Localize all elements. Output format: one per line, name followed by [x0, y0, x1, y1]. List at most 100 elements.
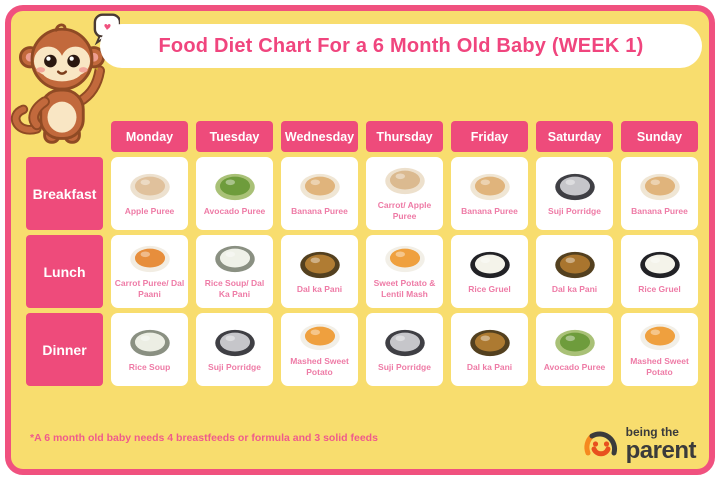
- meal-cell-breakfast-friday: Banana Puree: [451, 157, 528, 230]
- monkey-mascot-illustration: ♥: [10, 13, 120, 144]
- monkey-hair-tuft: [54, 23, 67, 32]
- meal-label: Dal ka Pani: [551, 283, 598, 294]
- day-header-thursday: Thursday: [366, 121, 443, 152]
- row-label-lunch: Lunch: [26, 235, 103, 308]
- day-header-tuesday: Tuesday: [196, 121, 273, 152]
- food-bowl-icon: [639, 251, 680, 278]
- monkey-blush: [36, 67, 46, 73]
- food-bowl-icon: [299, 324, 340, 351]
- being-the-parent-smiley-icon: [584, 431, 617, 457]
- food-bowl-icon: [554, 329, 595, 356]
- meal-label: Sweet Potato & Lentil Mash: [373, 278, 436, 299]
- food-bowl-icon: [469, 173, 510, 200]
- food-bowl-icon: [129, 246, 170, 273]
- food-bowl-icon: [384, 168, 425, 195]
- day-header-saturday: Saturday: [536, 121, 613, 152]
- food-bowl-icon: [469, 329, 510, 356]
- food-bowl-icon: [129, 329, 170, 356]
- meal-cell-lunch-monday: Carrot Puree/ Dal Paani: [111, 235, 188, 308]
- food-bowl-icon: [554, 251, 595, 278]
- meal-cell-dinner-friday: Dal ka Pani: [451, 313, 528, 386]
- meal-label: Banana Puree: [291, 205, 348, 216]
- logo-line-2: parent: [625, 436, 697, 464]
- meal-cell-breakfast-monday: Apple Puree: [111, 157, 188, 230]
- meal-cell-dinner-monday: Rice Soup: [111, 313, 188, 386]
- day-header-friday: Friday: [451, 121, 528, 152]
- meal-label: Dal ka Pani: [466, 361, 513, 372]
- meal-cell-breakfast-wednesday: Banana Puree: [281, 157, 358, 230]
- food-bowl-icon: [554, 173, 595, 200]
- monkey-eye: [44, 54, 57, 68]
- brand-logo: being the parent: [581, 424, 697, 464]
- food-bowl-icon: [299, 173, 340, 200]
- meal-label: Carrot/ Apple Puree: [377, 200, 432, 221]
- meal-cell-lunch-friday: Rice Gruel: [451, 235, 528, 308]
- meal-label: Mashed Sweet Potato: [290, 356, 349, 377]
- monkey-eye-highlight: [69, 56, 74, 61]
- monkey-eye-highlight: [46, 56, 51, 61]
- food-bowl-icon: [299, 251, 340, 278]
- day-header-sunday: Sunday: [621, 121, 698, 152]
- row-label-dinner: Dinner: [26, 313, 103, 386]
- meal-cell-lunch-wednesday: Dal ka Pani: [281, 235, 358, 308]
- row-label-breakfast: Breakfast: [26, 157, 103, 230]
- meal-label: Carrot Puree/ Dal Paani: [114, 278, 185, 299]
- food-bowl-icon: [469, 251, 510, 278]
- page-title: Food Diet Chart For a 6 Month Old Baby (…: [100, 24, 702, 68]
- logo-eye: [592, 441, 598, 447]
- logo-smile: [591, 446, 611, 457]
- food-bowl-icon: [214, 173, 255, 200]
- food-bowl-icon: [214, 329, 255, 356]
- meal-cell-lunch-saturday: Dal ka Pani: [536, 235, 613, 308]
- meal-cell-breakfast-sunday: Banana Puree: [621, 157, 698, 230]
- meal-label: Mashed Sweet Potato: [630, 356, 689, 377]
- meal-cell-dinner-sunday: Mashed Sweet Potato: [621, 313, 698, 386]
- meal-cell-breakfast-tuesday: Avocado Puree: [196, 157, 273, 230]
- meal-cell-dinner-thursday: Suji Porridge: [366, 313, 443, 386]
- meal-cell-dinner-saturday: Avocado Puree: [536, 313, 613, 386]
- logo-arc-dark: [589, 431, 617, 456]
- heart-icon: ♥: [104, 20, 111, 34]
- meal-label: Banana Puree: [631, 205, 688, 216]
- day-header-monday: Monday: [111, 121, 188, 152]
- food-bowl-icon: [129, 173, 170, 200]
- meal-label: Avocado Puree: [203, 205, 266, 216]
- meal-label: Rice Soup/ Dal Ka Pani: [204, 278, 265, 299]
- meal-cell-breakfast-saturday: Suji Porridge: [536, 157, 613, 230]
- meal-label: Avocado Puree: [543, 361, 606, 372]
- monkey-blush: [78, 67, 88, 73]
- meal-label: Dal ka Pani: [296, 283, 343, 294]
- meal-cell-dinner-wednesday: Mashed Sweet Potato: [281, 313, 358, 386]
- monkey-belly: [47, 101, 77, 133]
- meal-cell-lunch-tuesday: Rice Soup/ Dal Ka Pani: [196, 235, 273, 308]
- meal-label: Suji Porridge: [548, 205, 601, 216]
- brand-logo-text: being the parent: [625, 424, 697, 464]
- meal-label: Suji Porridge: [208, 361, 261, 372]
- monkey-tail: [12, 106, 40, 133]
- meal-label: Rice Gruel: [468, 283, 511, 294]
- meal-label: Suji Porridge: [378, 361, 431, 372]
- food-bowl-icon: [639, 324, 680, 351]
- meal-cell-breakfast-thursday: Carrot/ Apple Puree: [366, 157, 443, 230]
- meal-label: Apple Puree: [124, 205, 175, 216]
- logo-eye: [603, 441, 609, 447]
- monkey-arm: [30, 98, 48, 129]
- meal-label: Rice Soup: [128, 361, 171, 372]
- meal-label: Rice Gruel: [638, 283, 681, 294]
- monkey-smile: [56, 70, 68, 75]
- meal-cell-dinner-tuesday: Suji Porridge: [196, 313, 273, 386]
- footnote: *A 6 month old baby needs 4 breastfeeds …: [30, 432, 378, 444]
- table-corner-empty: [26, 121, 103, 152]
- meal-cell-lunch-thursday: Sweet Potato & Lentil Mash: [366, 235, 443, 308]
- food-bowl-icon: [384, 329, 425, 356]
- food-bowl-icon: [639, 173, 680, 200]
- diet-table: Monday Tuesday Wednesday Thursday Friday…: [26, 121, 698, 386]
- food-bowl-icon: [384, 246, 425, 273]
- monkey-eye: [67, 54, 80, 68]
- meal-cell-lunch-sunday: Rice Gruel: [621, 235, 698, 308]
- meal-label: Banana Puree: [461, 205, 518, 216]
- logo-arc-orange: [584, 433, 595, 456]
- monkey-arm-raised: [76, 67, 104, 106]
- logo-line-1: being the: [625, 424, 679, 439]
